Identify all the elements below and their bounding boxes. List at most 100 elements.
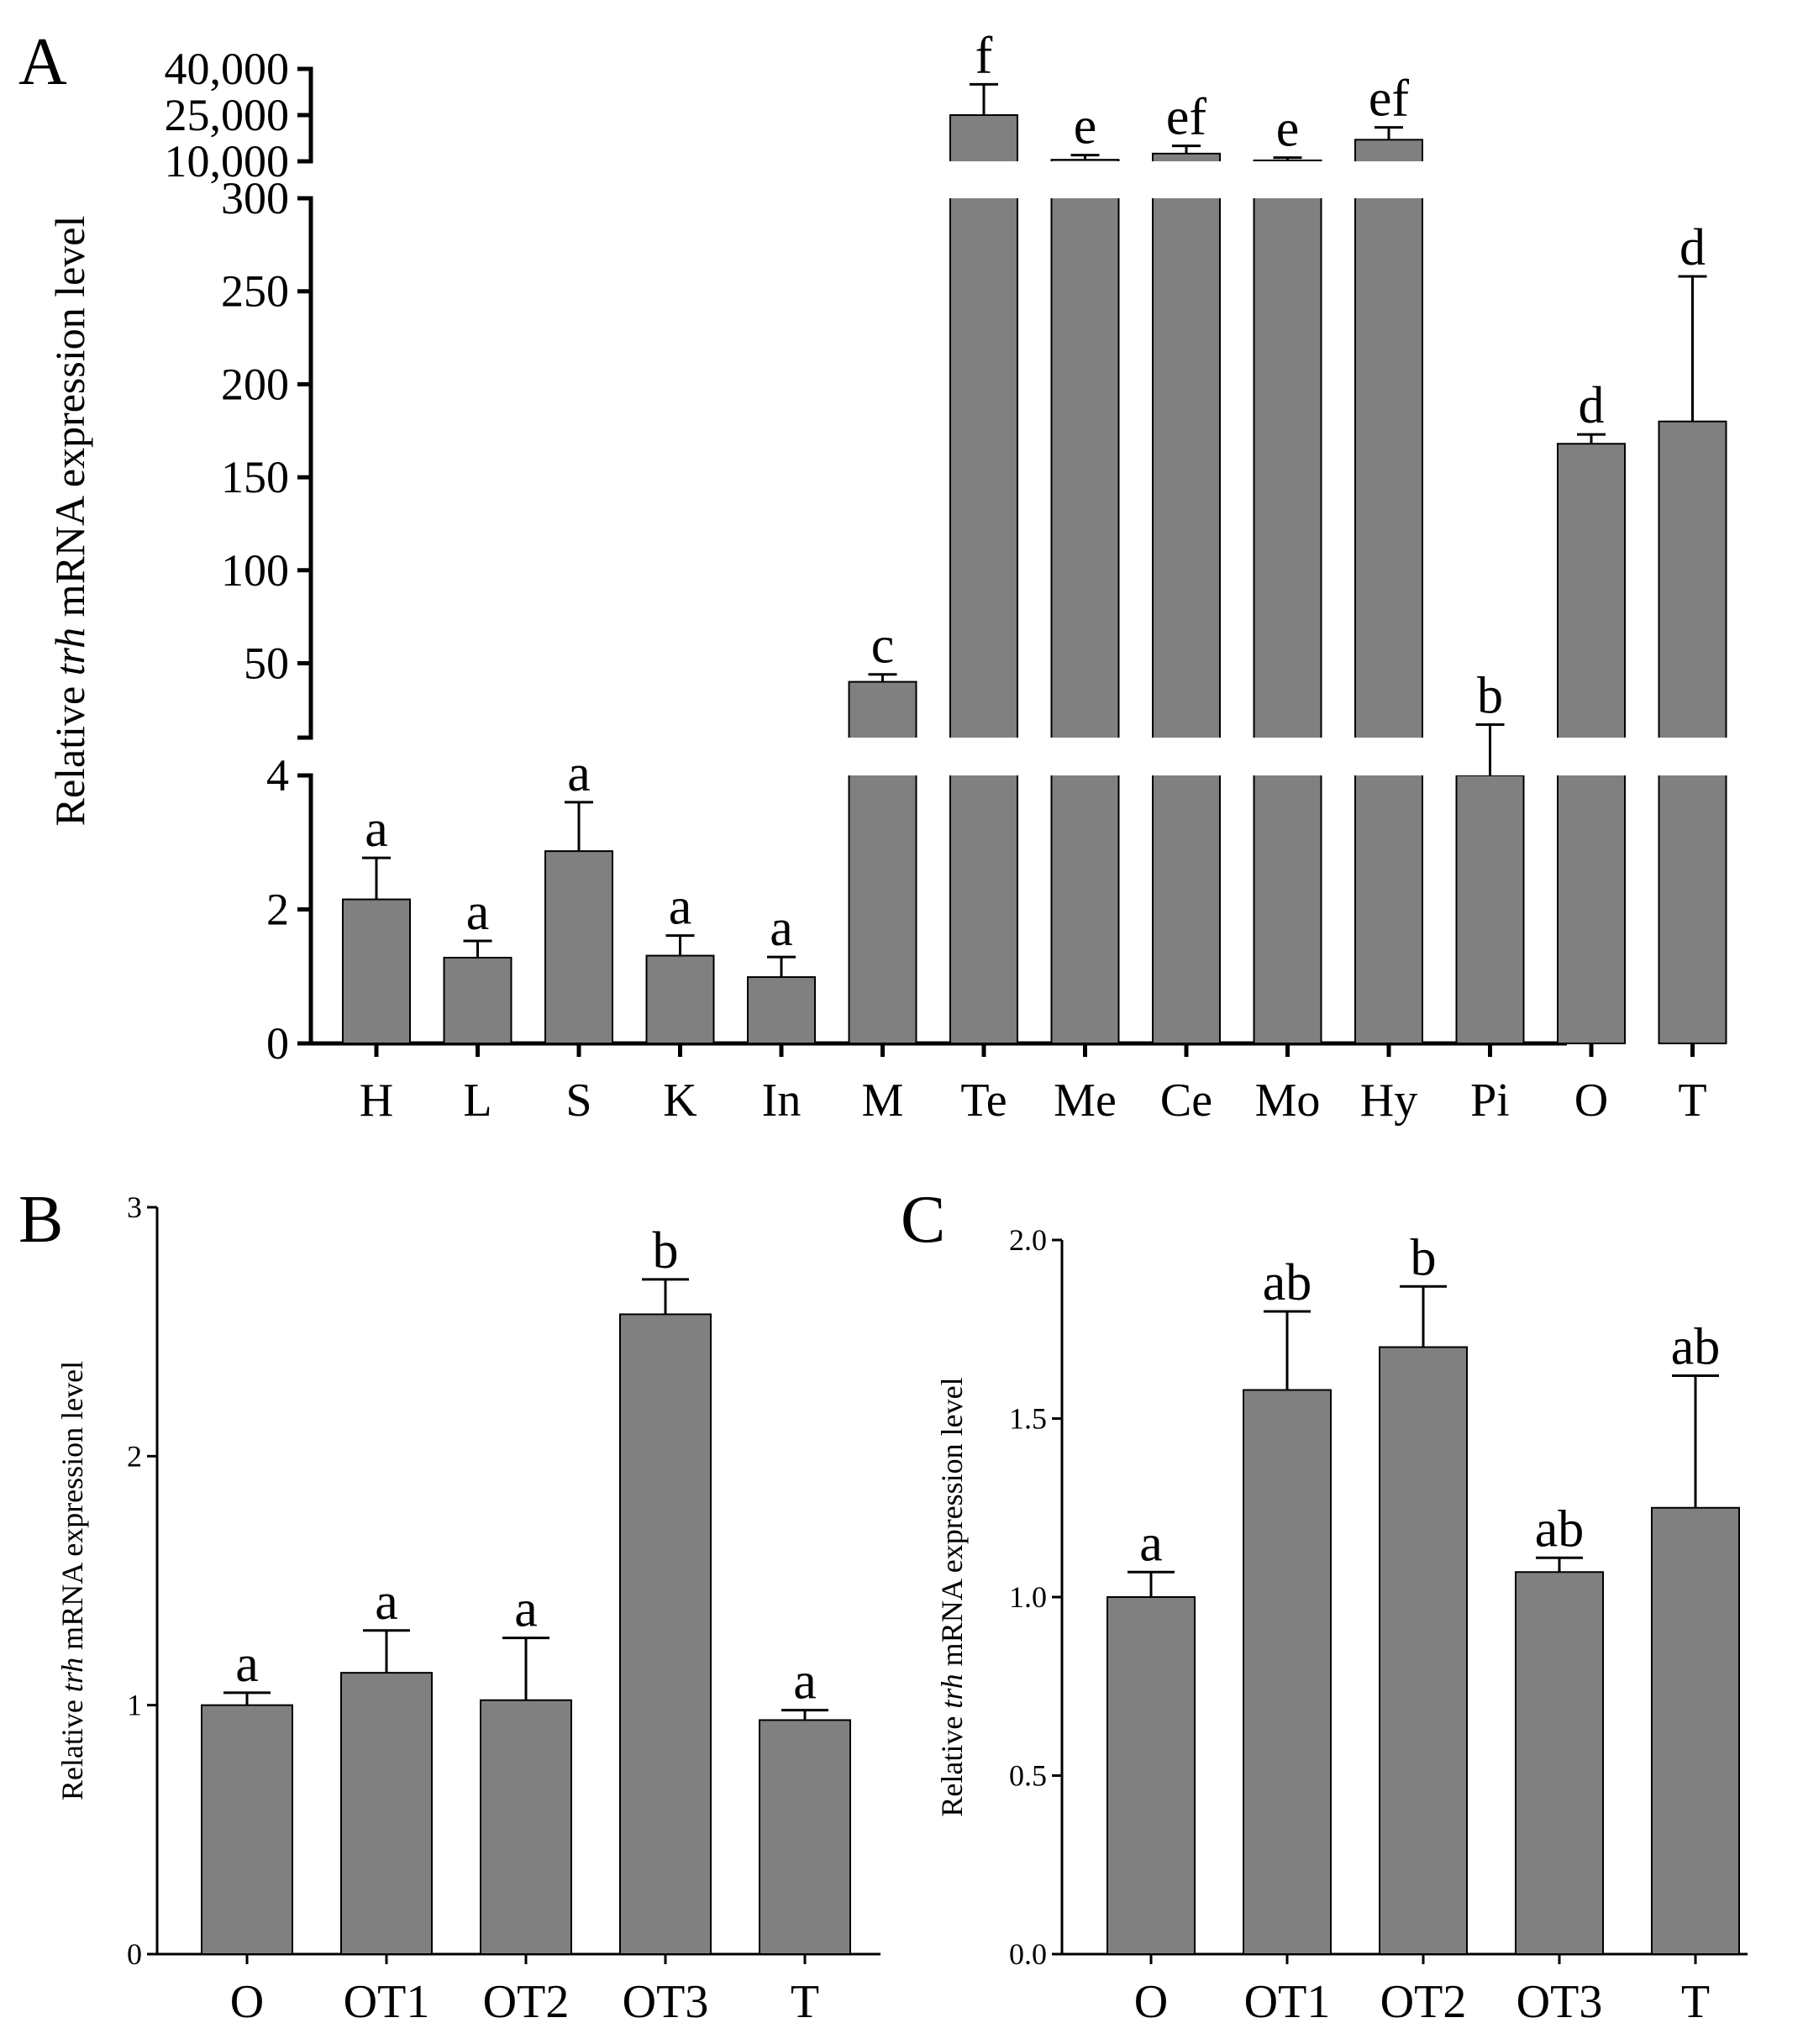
bar [619, 1313, 712, 1955]
significance-label: f [975, 27, 993, 84]
bar [747, 976, 816, 1044]
significance-label: a [770, 900, 793, 957]
bar-group: aO [1107, 1515, 1196, 2028]
significance-label: ef [1166, 89, 1207, 146]
bar-group: a In [747, 900, 816, 1127]
x-tick-label: K [663, 1075, 696, 1127]
x-tick-label: T [1678, 1075, 1706, 1127]
bar-group: ab OT1 [1243, 1254, 1332, 2028]
bar [759, 1719, 851, 1955]
y-tick-label: 2 [266, 885, 289, 935]
bar-break-gap [948, 161, 1020, 198]
x-tick-label: S [565, 1075, 591, 1127]
bar-group: e Me [1049, 98, 1122, 1127]
bar-break-gap [1251, 161, 1324, 198]
bar [645, 954, 715, 1044]
y-tick-label: 50 [244, 638, 289, 688]
y-axis-label: Relative trh mRNA expression level [935, 1377, 969, 1816]
x-tick-label: OT2 [483, 1976, 570, 2028]
bar [1455, 775, 1525, 1044]
y-tick-label: 1.5 [1009, 1402, 1047, 1436]
significance-label: a [466, 884, 490, 941]
bar-group: a OT1 [340, 1574, 433, 2028]
y-tick-label: 100 [221, 545, 289, 596]
bar-group: aT [759, 1653, 851, 2028]
bar-break-gap [1353, 161, 1425, 198]
bar-group: aO [201, 1636, 293, 2028]
bar-break-gap [1353, 738, 1425, 775]
bar [1050, 159, 1120, 1045]
y-tick-label: 40,000 [165, 44, 290, 94]
bar [1107, 1596, 1196, 1955]
x-tick-label: T [791, 1976, 819, 2028]
y-axis-label: Relative trh mRNA expression level [55, 1361, 89, 1800]
bar [949, 114, 1018, 1044]
y-tick-label: 3 [127, 1190, 142, 1224]
x-tick-label: O [230, 1976, 264, 2028]
x-tick-label: OT3 [1517, 1976, 1603, 2028]
bar [1515, 1571, 1604, 1955]
bar-break-gap [1251, 738, 1324, 775]
bar [1658, 420, 1727, 1045]
bar [480, 1699, 572, 1955]
significance-label: ab [1535, 1500, 1585, 1558]
y-tick-label: 0 [127, 1937, 142, 1971]
panel-a: A 0 2 4 50 100 150 200 250 30010,00025,00040,000… [18, 25, 1729, 1127]
y-tick-label: 4 [266, 750, 289, 801]
bar-break-gap [948, 738, 1020, 775]
y-tick-label: 150 [221, 452, 289, 502]
bar-break-gap [1150, 738, 1222, 775]
bar-break-gap [846, 738, 919, 775]
bar [848, 680, 917, 1044]
x-tick-label: In [762, 1075, 802, 1127]
significance-label: d [1679, 219, 1706, 276]
y-tick-label: 0 [266, 1018, 289, 1069]
x-tick-label: Hy [1360, 1075, 1417, 1127]
bar [544, 850, 613, 1044]
bar-group: dO [1555, 377, 1627, 1127]
x-tick-label: Ce [1160, 1075, 1212, 1127]
bar [1354, 139, 1423, 1044]
bar-group: b OT2 [1379, 1229, 1468, 2028]
bar-break-gap [1049, 161, 1122, 198]
y-tick-label: 200 [221, 359, 289, 409]
y-axis-label: Relative trh mRNA expression level [46, 216, 93, 827]
bar-group: aS [544, 745, 613, 1127]
x-tick-label: OT3 [623, 1976, 709, 2028]
bar-group: aL [443, 884, 513, 1127]
bar-group: b Pi [1453, 668, 1527, 1127]
x-tick-label: OT1 [344, 1976, 430, 2028]
bar [1152, 152, 1221, 1044]
bar-group: dT [1656, 219, 1729, 1127]
x-tick-label: Te [960, 1075, 1007, 1127]
significance-label: ef [1369, 71, 1410, 128]
bar [1253, 159, 1322, 1044]
significance-label: a [1139, 1515, 1163, 1572]
y-tick-label: 10,000 [165, 136, 290, 187]
significance-label: ab [1671, 1319, 1721, 1376]
y-tick-label: 2 [127, 1439, 142, 1473]
y-tick-label: 25,000 [165, 90, 290, 140]
significance-label: ab [1263, 1254, 1312, 1311]
significance-label: a [793, 1653, 817, 1710]
y-tick-label: 0.5 [1009, 1759, 1047, 1793]
y-tick-label: 2.0 [1009, 1223, 1047, 1257]
significance-label: e [1074, 98, 1097, 155]
significance-label: a [669, 879, 692, 936]
bar [201, 1704, 293, 1955]
x-tick-label: Mo [1255, 1075, 1321, 1127]
x-tick-label: T [1681, 1976, 1710, 2028]
bar [1379, 1346, 1468, 1955]
bar-break-gap [1150, 161, 1222, 198]
bar-group: a OT2 [480, 1581, 572, 2028]
bar [443, 956, 513, 1045]
y-axis: 0.0 0.5 1.0 1.5 2.0 [1009, 1223, 1748, 1971]
y-tick-label: 1.0 [1009, 1580, 1047, 1614]
bar-break-gap [1555, 738, 1627, 775]
significance-label: b [653, 1222, 679, 1279]
bar-group: e Mo [1251, 101, 1324, 1127]
significance-label: a [514, 1581, 538, 1638]
bar [1651, 1506, 1740, 1955]
